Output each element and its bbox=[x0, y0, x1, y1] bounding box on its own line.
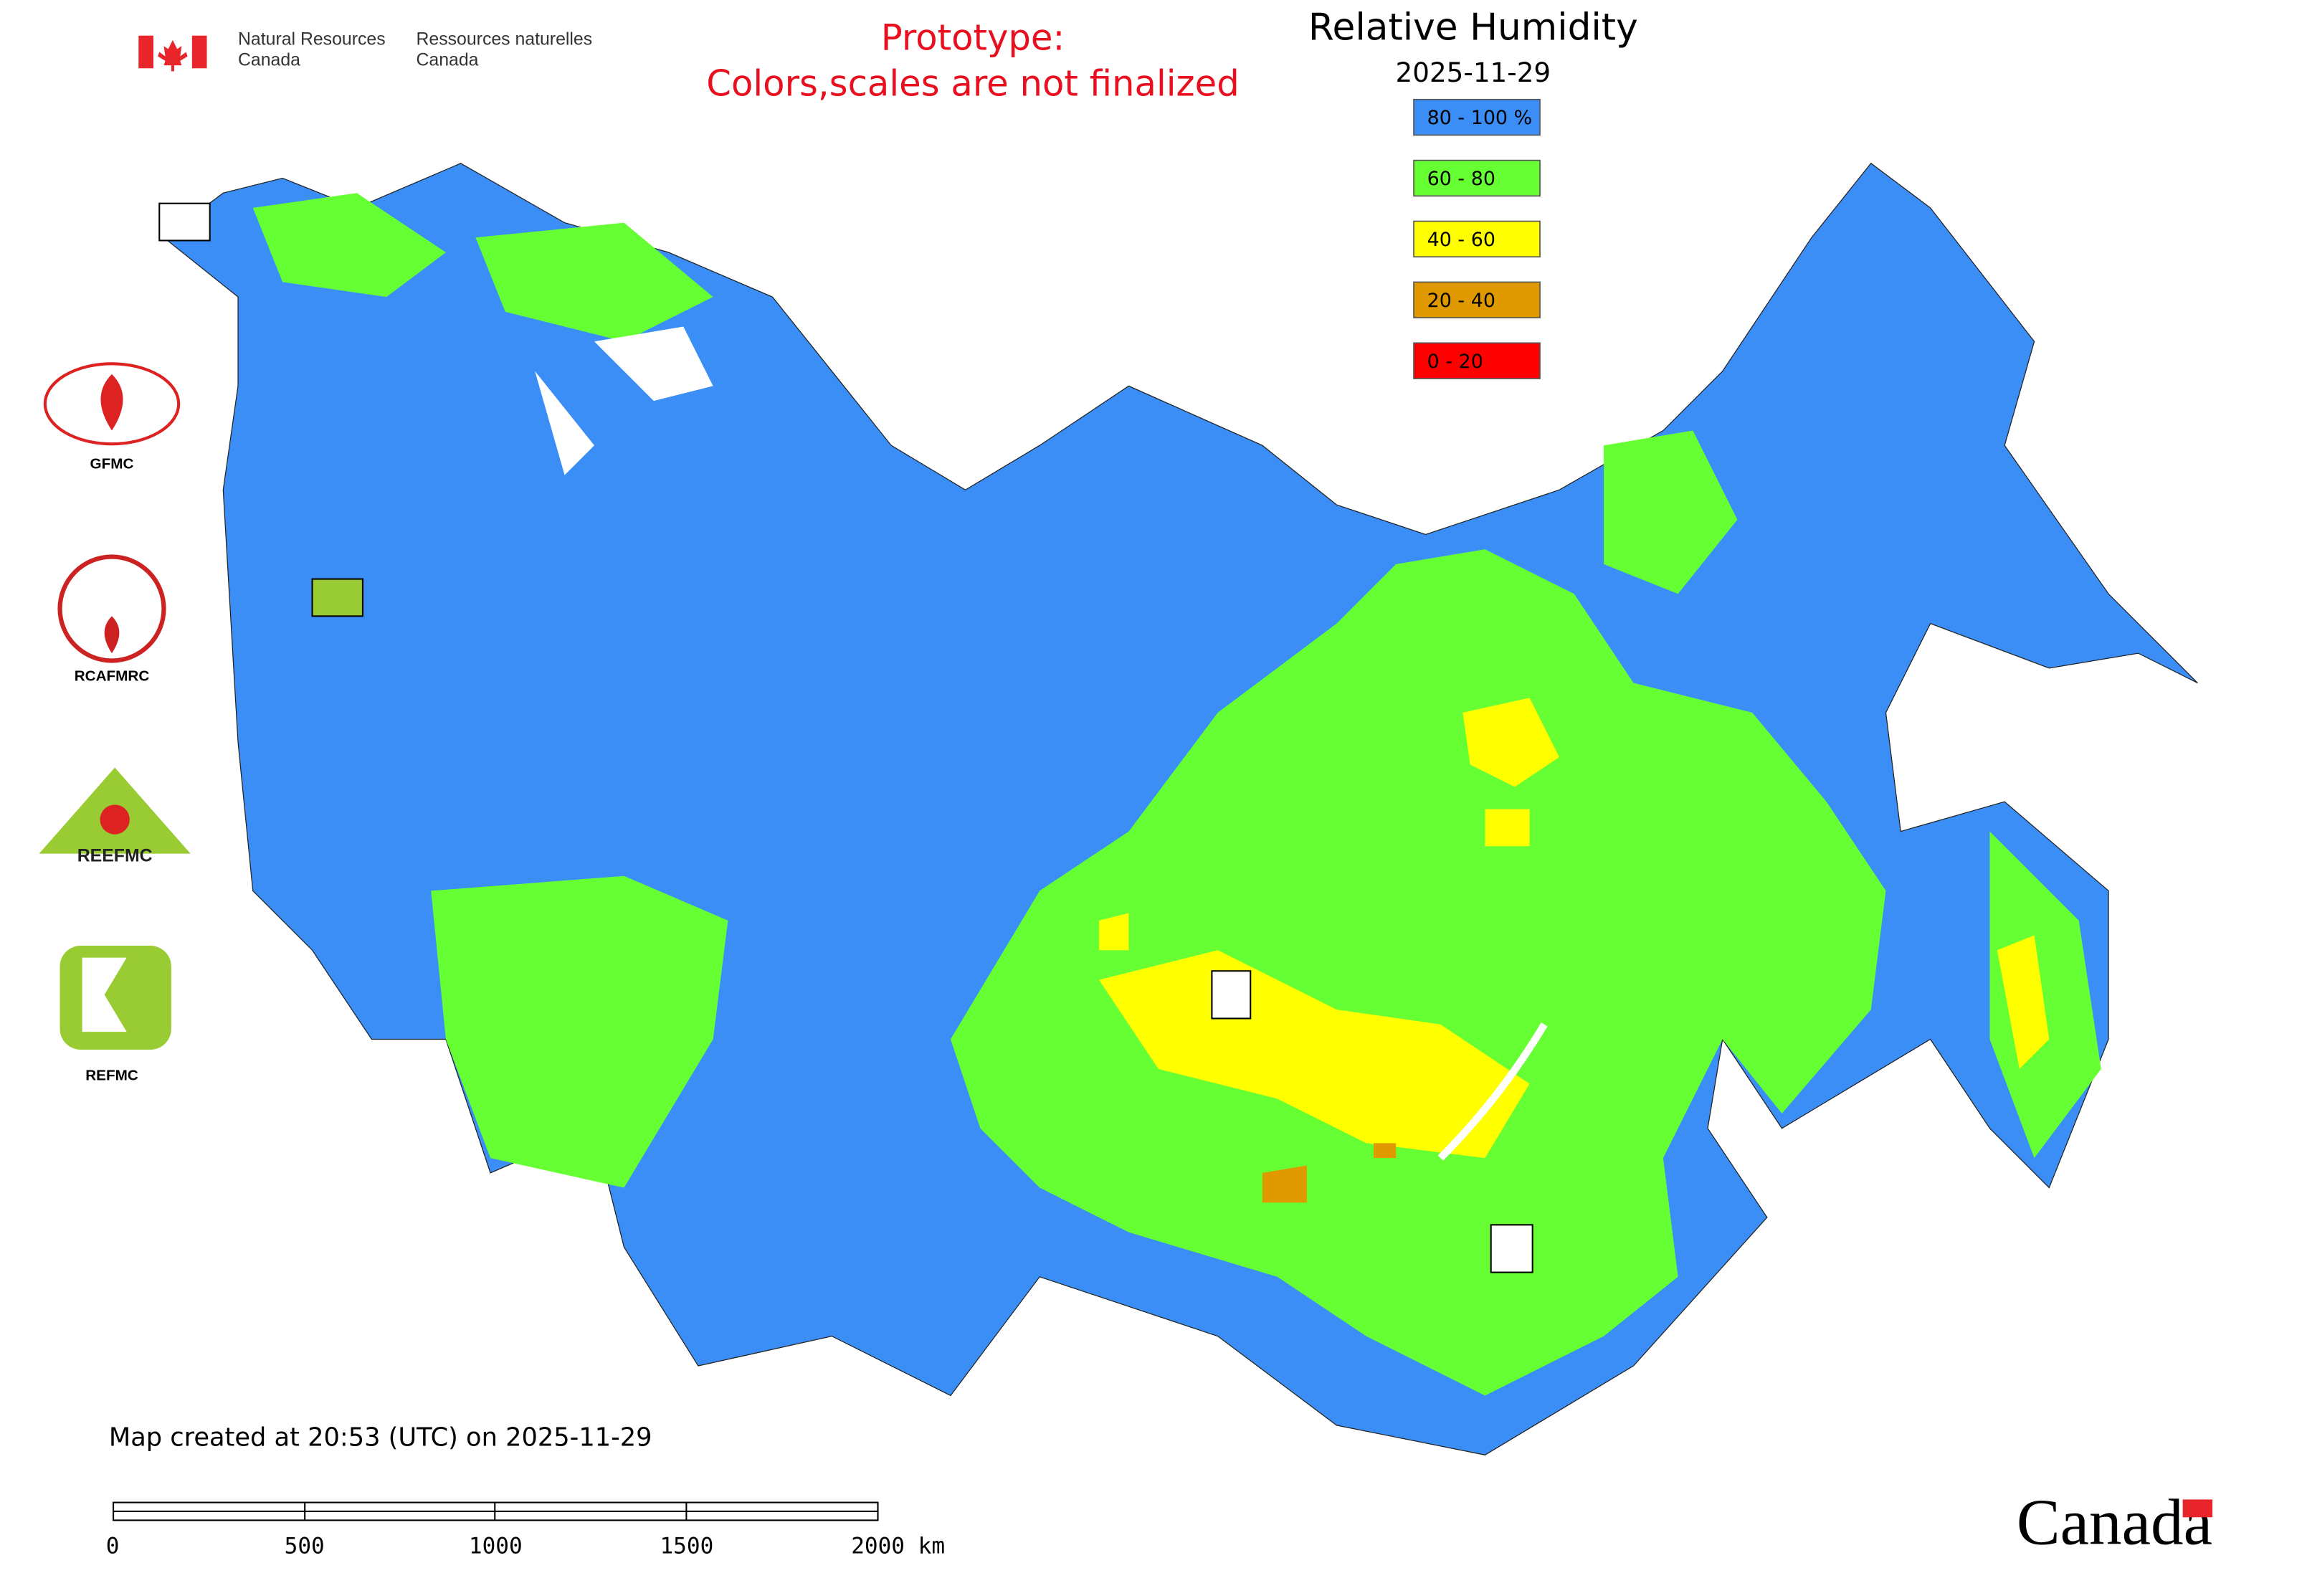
scale-labels: 0 500 1000 1500 2000 km bbox=[106, 1534, 945, 1559]
scale-label: 2000 km bbox=[851, 1534, 945, 1559]
legend-swatch bbox=[1413, 281, 1541, 318]
created-note: Map created at 20:53 (UTC) on 2025-11-29 bbox=[109, 1423, 652, 1453]
scale-label: 1500 bbox=[660, 1534, 713, 1559]
legend-label: 0 - 20 bbox=[1427, 351, 1483, 373]
legend-label: 20 - 40 bbox=[1427, 290, 1495, 312]
logo-label: RCAFMRC bbox=[75, 668, 150, 685]
legend-swatch bbox=[1413, 98, 1541, 136]
logo-label: GFMC bbox=[90, 456, 134, 472]
logos: GFMC RCAFMRC REEFMC REFMC bbox=[39, 202, 1533, 1273]
flag bbox=[138, 35, 207, 72]
agency-en: Natural Resources bbox=[238, 29, 386, 49]
logo-label: REEFMC bbox=[77, 846, 153, 865]
legend-swatch bbox=[1413, 159, 1541, 197]
map-date: 2025-11-29 bbox=[1396, 57, 1551, 88]
wordmark-flag bbox=[2182, 1499, 2213, 1518]
logo-label: REFMC bbox=[85, 1068, 138, 1084]
notice: Prototype: bbox=[881, 16, 1065, 58]
agency-en: Canada bbox=[238, 50, 300, 70]
canada-wordmark: Canada bbox=[2017, 1486, 2212, 1559]
agency-fr: Ressources naturelles bbox=[417, 29, 593, 49]
scale-bar bbox=[113, 1501, 879, 1521]
legend-swatch bbox=[1413, 342, 1541, 379]
legend-label: 60 - 80 bbox=[1427, 168, 1495, 190]
scale-label: 0 bbox=[106, 1534, 120, 1559]
map-title: Relative Humidity bbox=[1308, 6, 1638, 49]
notice: Colors,scales are not finalized bbox=[706, 63, 1239, 105]
land bbox=[163, 162, 2198, 1455]
scale-label: 500 bbox=[285, 1534, 325, 1559]
agency-fr: Canada bbox=[417, 50, 479, 70]
legend-label: 40 - 60 bbox=[1427, 229, 1495, 251]
legend-label: 80 - 100 % bbox=[1427, 107, 1533, 129]
legend: 80 - 100 % 60 - 80 40 - 60 20 - 40 0 - 20 bbox=[1413, 98, 1541, 379]
legend-swatch bbox=[1413, 220, 1541, 258]
scale-label: 1000 bbox=[469, 1534, 523, 1559]
